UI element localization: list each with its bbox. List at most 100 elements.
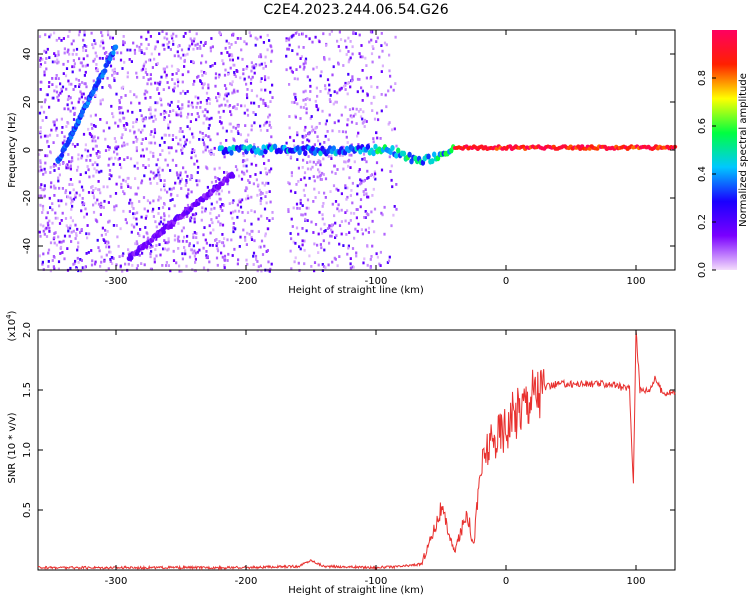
spectrogram-cell	[305, 229, 308, 233]
spectrogram-cell	[352, 114, 355, 118]
spectrogram-cell	[173, 82, 176, 86]
spectrogram-cell	[381, 213, 384, 217]
spectrogram-cell	[223, 73, 227, 77]
spectrogram-cell	[317, 263, 320, 267]
spectrogram-cell	[316, 175, 319, 179]
spectrogram-cell	[334, 257, 337, 261]
spectrogram-cell	[296, 206, 299, 210]
spectrogram-cell	[255, 178, 258, 182]
spectrogram-cell	[45, 226, 48, 230]
spectrogram-cell	[90, 31, 93, 35]
spectrogram-cell	[135, 118, 138, 122]
colorbar: 0.00.20.40.60.8 Normalized spectral ampl…	[697, 30, 749, 278]
spectrogram-cell	[244, 124, 247, 127]
spectrogram-cell	[53, 52, 56, 55]
spectrogram-cell	[228, 46, 231, 49]
spectrogram-cell	[201, 110, 204, 114]
spectrogram-cell	[169, 48, 172, 51]
spectrogram-cell	[113, 77, 116, 80]
spectrogram-cell	[69, 160, 73, 164]
spectrogram-cell	[168, 40, 171, 44]
spectrogram-cell	[67, 48, 70, 52]
spectrogram-cell	[77, 33, 81, 37]
spectrogram-cell	[167, 264, 170, 267]
spectrogram-cell	[347, 246, 350, 250]
spectrogram-cell	[296, 102, 299, 106]
spectrogram-cell	[87, 191, 91, 194]
spectrogram-cell	[344, 84, 347, 87]
spectrogram-cell	[147, 30, 150, 34]
spectrogram-cell	[153, 47, 157, 51]
spectrogram-cell	[306, 97, 309, 100]
spectrogram-cell	[130, 60, 133, 63]
spectrogram-cell	[178, 269, 181, 273]
spectrogram-cell	[86, 54, 89, 58]
spectrogram-cell	[163, 116, 166, 119]
spectrogram-cell	[158, 82, 161, 86]
spectrogram-cell	[55, 126, 58, 130]
spectrogram-cell	[154, 248, 157, 251]
spectrogram-cell	[262, 98, 265, 102]
spectrogram-cell	[232, 222, 235, 225]
spectrogram-cell	[229, 66, 232, 70]
spectrogram-cell	[69, 191, 72, 195]
spectrogram-cell	[196, 250, 199, 254]
spectrogram-cell	[303, 176, 306, 180]
spectrogram-cell	[369, 258, 372, 261]
spectrogram-cell	[181, 146, 184, 150]
spectrogram-cell	[203, 114, 206, 118]
spectrogram-cell	[95, 219, 98, 222]
spectrogram-cell	[85, 158, 88, 162]
spectrogram-cell	[205, 99, 208, 102]
spectrogram-cell	[158, 243, 161, 246]
spectrogram-cell	[81, 81, 84, 84]
spectrogram-cell	[193, 217, 196, 221]
spectrogram-cell	[252, 251, 256, 255]
spectrogram-cell	[146, 90, 149, 94]
spectrogram-cell	[135, 146, 138, 149]
spectrogram-cell	[78, 97, 81, 101]
spectrogram-cell	[331, 170, 334, 174]
spectrogram-cell	[95, 67, 98, 70]
spectrogram-cell	[254, 173, 257, 176]
spectrogram-cell	[380, 70, 383, 73]
spectrogram-cell	[328, 88, 331, 92]
spectrogram-cell	[335, 187, 338, 191]
spectrogram-cell	[199, 106, 202, 109]
spectrogram-cell	[85, 45, 88, 48]
spectrogram-cell	[370, 255, 373, 258]
spectrogram-feature-cell	[301, 145, 306, 152]
spectrogram-cell	[231, 254, 234, 257]
spectrogram-cell	[355, 107, 358, 111]
spectrogram-cell	[269, 90, 272, 94]
spectrogram-cell	[84, 143, 87, 147]
spectrogram-cell	[290, 267, 293, 271]
spectrogram-cell	[345, 135, 348, 139]
spectrogram-cell	[82, 92, 85, 96]
spectrogram-cell	[149, 96, 152, 99]
spectrogram-cell	[188, 242, 191, 245]
spectrogram-cell	[55, 74, 58, 77]
spectrogram-cell	[287, 37, 290, 41]
spectrogram-cell	[39, 126, 42, 129]
spectrogram-cell	[121, 133, 124, 137]
spectrogram-cell	[299, 105, 302, 109]
spectrogram-cell	[180, 48, 184, 52]
spectrogram-cell	[249, 81, 253, 85]
spectrogram-cell	[144, 67, 147, 71]
spectrogram-cell	[64, 217, 68, 220]
spectrogram-cell	[126, 183, 129, 186]
spectrogram-cell	[71, 65, 74, 69]
spectrogram-cell	[41, 211, 44, 214]
spectrogram-cell	[315, 65, 318, 69]
spectrogram-cell	[199, 47, 202, 50]
spectrogram-cell	[347, 60, 350, 64]
spectrogram-cell	[140, 248, 143, 252]
spectrogram-cell	[203, 71, 206, 74]
spectrogram-cell	[109, 194, 112, 198]
spectrogram-cell	[52, 141, 55, 144]
spectrogram-feature-cell	[113, 44, 119, 50]
spectrogram-cell	[208, 102, 211, 105]
spectrogram-cell	[162, 88, 165, 91]
spectrogram-cell	[149, 255, 152, 259]
